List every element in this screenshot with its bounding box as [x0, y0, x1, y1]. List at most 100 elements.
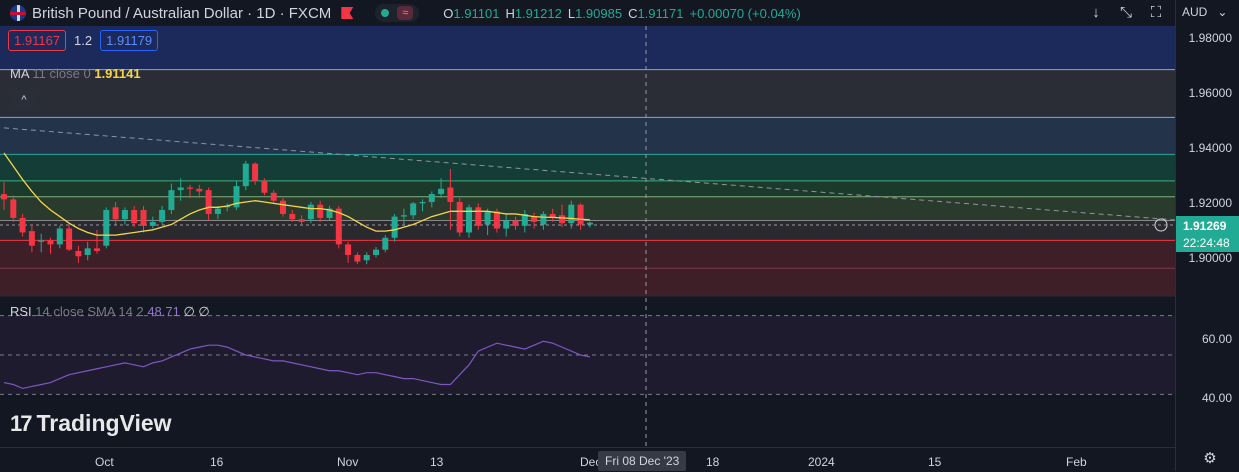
candle-body [438, 188, 445, 195]
candle-body [242, 163, 249, 187]
price-tick-label: 1.92000 [1188, 196, 1232, 210]
ma-name: MA [10, 66, 29, 81]
candle-body [187, 187, 193, 189]
candle-body [382, 237, 389, 250]
candle-body [270, 192, 277, 201]
tradingview-brand[interactable]: 17 TradingView [10, 410, 172, 437]
rsi-line [3, 340, 591, 390]
candle-body [410, 203, 417, 216]
candle-body [419, 202, 426, 204]
rsi-tick-label: 40.00 [1201, 391, 1232, 405]
ohlc-label: O [443, 5, 454, 21]
settings-gear-icon[interactable]: ⚙ [1203, 450, 1217, 467]
currency-selector[interactable]: AUD ⌄ [1176, 2, 1236, 22]
candle-body [131, 209, 138, 224]
symbol-title[interactable]: British Pound / Australian Dollar · 1D ·… [32, 4, 332, 22]
time-tick-label: 13 [430, 455, 444, 469]
price-tick-label: 1.98000 [1188, 31, 1232, 45]
candle-body [335, 208, 342, 245]
rsi-name: RSI [10, 304, 32, 319]
candle-body [466, 207, 472, 233]
fib-zone [0, 117, 1175, 155]
candle-body [233, 186, 240, 208]
flag-icon[interactable] [341, 7, 354, 19]
candle-body [475, 207, 482, 226]
fib-zone [0, 196, 1175, 221]
ohlc-value: +0.00070 (+0.04%) [689, 5, 801, 21]
buy-button[interactable]: 1.91179 [100, 30, 159, 51]
price-tick-label: 1.94000 [1188, 141, 1232, 155]
fib-zone [0, 26, 1175, 70]
ohlc-value: 1.91212 [514, 5, 562, 21]
candle-body [298, 219, 305, 222]
candle-body [559, 215, 565, 224]
candle-body [19, 217, 26, 233]
arrow-down-icon[interactable]: ↓ [1092, 3, 1100, 21]
time-tick-label: Dec [580, 455, 602, 469]
time-axis[interactable]: Feb 15 2024 18 Dec 13 Nov 16 Oct Fri 08 Dec '23 [0, 447, 1175, 472]
current-price: 1.91269 [1183, 219, 1227, 233]
candle-body [177, 187, 184, 191]
candle-body [112, 207, 119, 220]
price-tick-label: 1.96000 [1188, 86, 1232, 100]
time-tick-label: 2024 [808, 455, 835, 469]
crosshair-date: Fri 08 Dec '23 [598, 451, 687, 471]
candle-body [103, 209, 110, 246]
candle-body [196, 188, 203, 192]
chevron-up-icon: ^ [21, 94, 27, 106]
candle-body [503, 220, 510, 229]
candle-body [140, 209, 147, 226]
rsi-extra: ∅ ∅ [183, 304, 210, 319]
time-tick-label: 16 [210, 455, 224, 469]
candle-body [531, 216, 538, 222]
candle-body [168, 190, 175, 210]
candle-body [280, 200, 286, 214]
candle-body [317, 204, 324, 218]
candle-body [586, 222, 593, 225]
candle-body [373, 249, 379, 255]
candle-body [521, 213, 528, 226]
candle-body [205, 190, 212, 214]
candle-body [493, 211, 500, 229]
candle-body [549, 213, 556, 218]
candle-body [84, 248, 91, 255]
fib-zone [0, 180, 1175, 197]
candle-body [307, 204, 314, 220]
candle-body [1, 194, 7, 200]
sell-button[interactable]: 1.91167 [8, 30, 67, 51]
candle-body [512, 220, 519, 226]
candle-body [159, 209, 166, 222]
fullscreen-icon[interactable]: ⛶ [1150, 3, 1162, 21]
collapse-legend-button[interactable]: ^ [10, 90, 38, 110]
candle-body [447, 187, 454, 203]
price-tick-label: 1.90000 [1188, 251, 1232, 265]
gbp-flag-icon [10, 5, 26, 21]
fib-zone [0, 69, 1175, 118]
candle-body [484, 211, 491, 225]
chevron-down-icon: ⌄ [1217, 5, 1228, 19]
time-tick-label: Feb [1066, 455, 1087, 469]
status-pill[interactable]: ≈ [375, 4, 420, 22]
chart-canvas[interactable] [0, 0, 1175, 447]
candle-body [577, 204, 584, 225]
candle-body [214, 208, 221, 214]
market-open-icon [381, 9, 390, 17]
candle-body [56, 228, 63, 245]
add-alert-icon[interactable] [1154, 218, 1168, 232]
candle-body [363, 254, 370, 261]
collapse-arrows-icon[interactable]: ⤡ [1119, 3, 1132, 21]
ohlc-label: H [505, 5, 515, 21]
ohlc-label: C [628, 5, 638, 21]
candle-body [10, 199, 17, 218]
time-tick-label: Nov [337, 455, 359, 469]
candle-body [354, 254, 361, 262]
rsi-legend[interactable]: RSI 14 close SMA 14 2 48.71 ∅ ∅ [10, 304, 210, 320]
candle-body [326, 208, 333, 218]
candle-body [391, 216, 398, 238]
time-tick-label: 18 [706, 455, 720, 469]
candle-body [224, 206, 231, 208]
candle-body [568, 204, 575, 224]
fib-zone [0, 154, 1175, 181]
trade-panel: 1.91167 1.2 1.91179 [8, 30, 159, 51]
ma-legend[interactable]: MA 11 close 0 1.91141 [10, 66, 141, 81]
